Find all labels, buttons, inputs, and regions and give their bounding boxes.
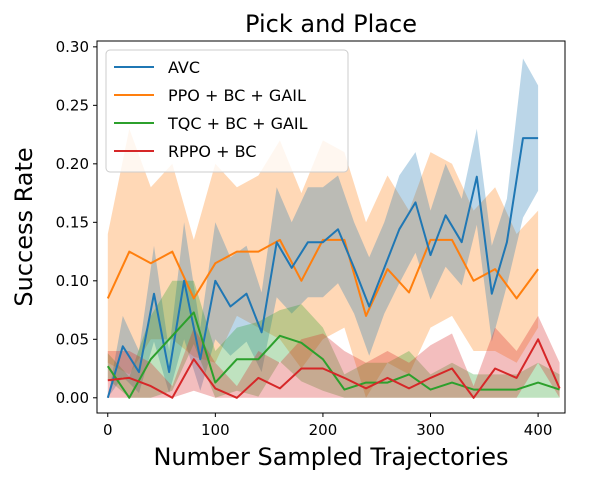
y-tick-label: 0.20 — [56, 155, 89, 173]
y-tick-label: 0.25 — [56, 96, 89, 114]
legend-box — [105, 49, 349, 173]
legend-label-tqc-bc-gail: TQC + BC + GAIL — [167, 114, 308, 133]
y-tick-label: 0.10 — [56, 272, 89, 290]
chart-title: Pick and Place — [245, 10, 417, 38]
y-tick-label: 0.30 — [56, 38, 89, 56]
legend: AVC PPO + BC + GAIL TQC + BC + GAIL RPPO + … — [105, 49, 349, 173]
y-axis-label: Success Rate — [10, 147, 38, 306]
x-tick-label: 300 — [416, 421, 445, 439]
y-tick-label: 0.15 — [56, 213, 89, 231]
line-tqc-bc-gail — [106, 311, 560, 399]
legend-label-ppo-bc-gail: PPO + BC + GAIL — [168, 86, 306, 105]
x-tick-label: 0 — [103, 421, 113, 439]
line-avc — [106, 137, 539, 399]
y-tick-label: 0.05 — [56, 330, 89, 348]
x-tick-label: 100 — [201, 421, 230, 439]
x-tick-label: 200 — [309, 421, 338, 439]
x-axis-label: Number Sampled Trajectories — [153, 443, 508, 471]
axis-ticks: 0 100 200 300 400 0.00 0.05 0.10 0.15 0.20 0.25 0.3… — [56, 38, 553, 439]
legend-label-rppo-bc: RPPO + BC — [168, 142, 256, 161]
line-ppo-bc-gail — [106, 238, 539, 317]
band-tqc-bc-gail — [107, 280, 560, 398]
band-avc — [107, 58, 539, 398]
legend-label-avc: AVC — [168, 58, 200, 77]
x-tick-label: 400 — [524, 421, 553, 439]
y-tick-label: 0.00 — [56, 389, 89, 407]
plot-frame — [96, 40, 566, 414]
band-ppo-bc-gail — [107, 128, 539, 398]
series-lines — [106, 137, 561, 399]
line-rppo-bc — [107, 338, 561, 399]
